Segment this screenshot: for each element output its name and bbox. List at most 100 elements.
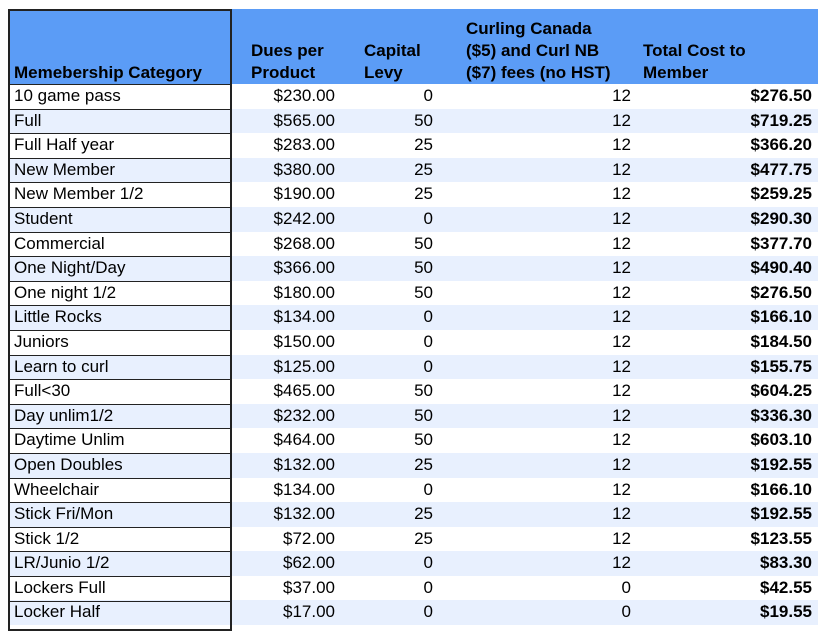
cell-dues[interactable]: $465.00 [273,381,335,401]
cell-dues[interactable]: $190.00 [273,184,335,204]
cell-category[interactable]: Full Half year [14,135,115,155]
cell-total-cost[interactable]: $290.30 [750,208,812,228]
cell-total-cost[interactable]: $192.55 [750,504,812,524]
cell-capital-levy[interactable]: 25 [414,135,433,155]
cell-fees[interactable]: 12 [612,331,631,351]
cell-fees[interactable]: 12 [612,307,631,327]
cell-category[interactable]: Lockers Full [14,577,106,597]
cell-capital-levy[interactable]: 50 [414,110,433,130]
cell-dues[interactable]: $72.00 [283,528,335,548]
cell-capital-levy[interactable]: 25 [414,454,433,474]
cell-total-cost[interactable]: $184.50 [750,331,812,351]
cell-fees[interactable]: 12 [612,405,631,425]
cell-total-cost[interactable]: $366.20 [750,135,812,155]
cell-dues[interactable]: $268.00 [273,233,335,253]
cell-fees[interactable]: 12 [612,430,631,450]
cell-fees[interactable]: 12 [612,504,631,524]
cell-capital-levy[interactable]: 0 [423,208,433,228]
cell-fees[interactable]: 12 [612,381,631,401]
cell-fees[interactable]: 12 [612,479,631,499]
cell-fees[interactable]: 12 [612,233,631,253]
cell-category[interactable]: Student [14,208,73,228]
header-dues[interactable]: Dues per Product [251,41,324,82]
cell-total-cost[interactable]: $123.55 [750,528,812,548]
cell-dues[interactable]: $17.00 [283,602,335,622]
cell-fees[interactable]: 12 [612,159,631,179]
cell-dues[interactable]: $464.00 [273,430,335,450]
cell-total-cost[interactable]: $155.75 [750,356,812,376]
cell-capital-levy[interactable]: 0 [423,602,433,622]
cell-category[interactable]: New Member [14,159,116,179]
cell-category[interactable]: One Night/Day [14,258,126,278]
cell-dues[interactable]: $62.00 [283,553,335,573]
cell-capital-levy[interactable]: 0 [423,553,433,573]
cell-category[interactable]: Open Doubles [14,454,123,474]
cell-dues[interactable]: $134.00 [273,479,335,499]
cell-total-cost[interactable]: $166.10 [750,479,812,499]
cell-total-cost[interactable]: $19.55 [760,602,812,622]
cell-capital-levy[interactable]: 50 [414,405,433,425]
cell-category[interactable]: 10 game pass [14,86,121,105]
cell-capital-levy[interactable]: 50 [414,258,433,278]
cell-total-cost[interactable]: $192.55 [750,454,812,474]
cell-fees[interactable]: 12 [612,356,631,376]
cell-category[interactable]: One night 1/2 [14,282,117,302]
cell-dues[interactable]: $150.00 [273,331,335,351]
header-category[interactable]: Memebership Category [14,63,202,82]
cell-capital-levy[interactable]: 25 [414,159,433,179]
cell-dues[interactable]: $134.00 [273,307,335,327]
cell-fees[interactable]: 12 [612,454,631,474]
cell-fees[interactable]: 12 [612,86,631,105]
cell-category[interactable]: Full [14,110,42,130]
cell-fees[interactable]: 0 [621,602,631,622]
cell-category[interactable]: Little Rocks [14,307,102,327]
cell-category[interactable]: Day unlim1/2 [14,405,114,425]
cell-capital-levy[interactable]: 0 [423,307,433,327]
cell-total-cost[interactable]: $477.75 [750,159,812,179]
cell-capital-levy[interactable]: 25 [414,184,433,204]
header-capital-levy[interactable]: Capital Levy [364,41,421,82]
header-total-cost[interactable]: Total Cost to Member [643,41,746,82]
cell-category[interactable]: Learn to curl [14,356,109,376]
header-fees[interactable]: Curling Canada ($5) and Curl NB ($7) fee… [466,19,611,82]
cell-capital-levy[interactable]: 50 [414,233,433,253]
cell-dues[interactable]: $132.00 [273,504,335,524]
cell-category[interactable]: Stick Fri/Mon [14,504,114,524]
cell-fees[interactable]: 12 [612,258,631,278]
cell-dues[interactable]: $125.00 [273,356,335,376]
cell-total-cost[interactable]: $42.55 [760,577,812,597]
cell-fees[interactable]: 12 [612,135,631,155]
cell-fees[interactable]: 12 [612,184,631,204]
cell-category[interactable]: Commercial [14,233,105,253]
cell-dues[interactable]: $232.00 [273,405,335,425]
cell-dues[interactable]: $380.00 [273,159,335,179]
cell-fees[interactable]: 12 [612,528,631,548]
cell-category[interactable]: Locker Half [14,602,100,622]
cell-total-cost[interactable]: $490.40 [750,258,812,278]
cell-dues[interactable]: $565.00 [273,110,335,130]
cell-dues[interactable]: $230.00 [273,86,335,105]
cell-capital-levy[interactable]: 50 [414,282,433,302]
cell-capital-levy[interactable]: 0 [423,356,433,376]
cell-dues[interactable]: $366.00 [273,258,335,278]
cell-total-cost[interactable]: $719.25 [750,110,812,130]
cell-dues[interactable]: $180.00 [273,282,335,302]
cell-category[interactable]: Full<30 [14,381,71,401]
cell-dues[interactable]: $37.00 [283,577,335,597]
cell-category[interactable]: Daytime Unlim [14,430,125,450]
cell-category[interactable]: Stick 1/2 [14,528,80,548]
cell-fees[interactable]: 12 [612,208,631,228]
cell-total-cost[interactable]: $259.25 [750,184,812,204]
cell-total-cost[interactable]: $377.70 [750,233,812,253]
cell-total-cost[interactable]: $603.10 [750,430,812,450]
cell-fees[interactable]: 12 [612,110,631,130]
cell-category[interactable]: LR/Junio 1/2 [14,553,110,573]
cell-capital-levy[interactable]: 0 [423,479,433,499]
cell-dues[interactable]: $283.00 [273,135,335,155]
cell-capital-levy[interactable]: 0 [423,577,433,597]
cell-capital-levy[interactable]: 25 [414,504,433,524]
cell-dues[interactable]: $242.00 [273,208,335,228]
cell-total-cost[interactable]: $276.50 [750,86,812,105]
cell-category[interactable]: Juniors [14,331,69,351]
cell-total-cost[interactable]: $604.25 [750,381,812,401]
